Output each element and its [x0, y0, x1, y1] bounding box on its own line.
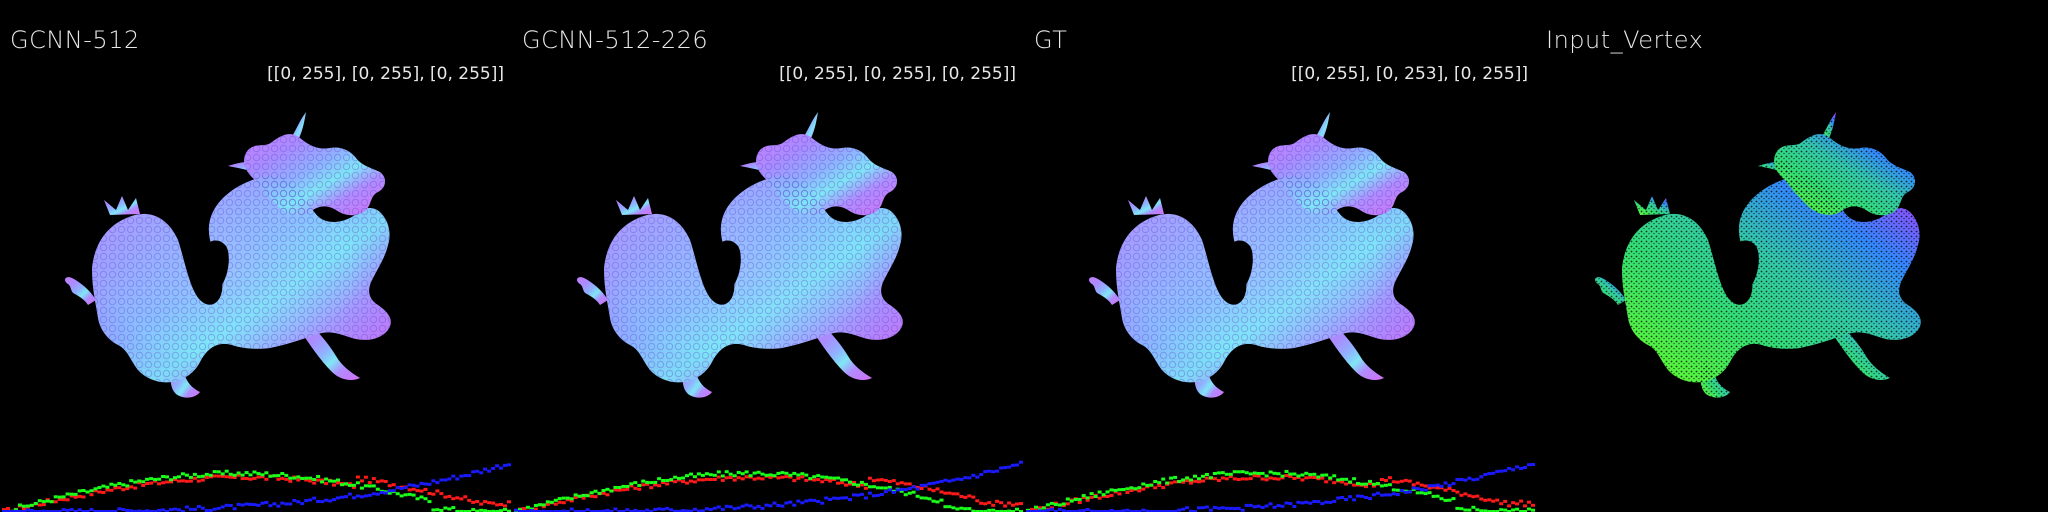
- histogram-red-channel: [2, 473, 511, 512]
- dragon-normal-render: [65, 112, 391, 398]
- histogram-blue-channel: [514, 460, 1023, 512]
- histogram-blue-channel: [2, 463, 511, 512]
- dragon-normal-render: [577, 112, 903, 398]
- panel-range: [[0, 255], [0, 255], [0, 255]]: [779, 64, 1016, 84]
- panel-title: GT: [1034, 26, 1068, 54]
- histogram-blue-channel: [1026, 463, 1535, 512]
- panel-title: GCNN-512: [10, 26, 140, 54]
- panel-gt: GT [[0, 255], [0, 253], [0, 255]]: [1024, 0, 1536, 512]
- color-histogram: [514, 460, 1023, 512]
- dragon-shape: [577, 112, 903, 398]
- panel-gcnn-512-226: GCNN-512-226 [[0, 255], [0, 255], [0, 25…: [512, 0, 1024, 512]
- dragon-normal-render: [1089, 112, 1415, 398]
- panel-range: [[0, 255], [0, 255], [0, 255]]: [267, 64, 504, 84]
- panel-title: Input_Vertex: [1546, 26, 1704, 54]
- panel-title: GCNN-512-226: [522, 26, 709, 54]
- dragon-shape: [65, 112, 391, 398]
- panel-range: [[0, 255], [0, 253], [0, 255]]: [1291, 64, 1528, 84]
- histogram-green-channel: [2, 469, 511, 512]
- color-histogram: [1026, 463, 1535, 512]
- dragon-point-cloud: [1595, 112, 1921, 398]
- panel-gcnn-512: GCNN-512 [[0, 255], [0, 255], [0, 255]]: [0, 0, 512, 512]
- color-histogram: [2, 463, 511, 512]
- dragon-vertex-render: [1595, 112, 1921, 398]
- dragon-shape: [1089, 112, 1415, 398]
- panel-input-vertex: Input_Vertex: [1536, 0, 2048, 512]
